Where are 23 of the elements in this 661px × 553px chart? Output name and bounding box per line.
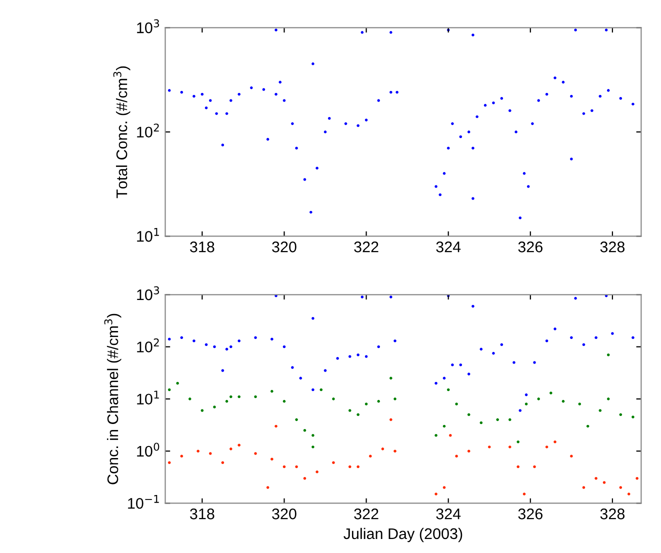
y-tick-label: 10$^{2}$ [137,338,159,352]
y-tick-label: 10$^{−1}$ [128,495,159,509]
x-tick-label: 318 [190,508,214,520]
y-axis-title: Total Conc. (#/cm$^{3}$) [113,66,130,198]
x-tick-label: 318 [190,242,214,252]
y-tick-label: 10$^{2}$ [137,124,159,138]
x-tick-label: 320 [272,242,296,252]
y-tick-label: 10$^{3}$ [137,286,160,300]
x-axis-title: Julian Day (2003) [344,528,462,542]
x-tick-label: 324 [436,242,461,252]
x-tick-label: 322 [354,508,378,520]
y-tick-label: 10$^{1}$ [137,390,159,405]
y-tick-label: 10$^{1}$ [137,228,159,242]
x-tick-label: 322 [354,242,378,252]
x-tick-label: 326 [518,508,542,520]
y-axis-title: Conc. in Channel (#/cm$^{3}$) [104,314,122,484]
y-tick-label: 10$^{0}$ [137,442,160,457]
x-tick-label: 328 [600,508,625,520]
x-tick-label: 320 [272,508,296,520]
y-tick-label: 10$^{3}$ [137,19,160,34]
x-tick-label: 326 [518,242,542,252]
x-tick-label: 324 [436,508,461,520]
x-tick-label: 328 [600,242,625,252]
